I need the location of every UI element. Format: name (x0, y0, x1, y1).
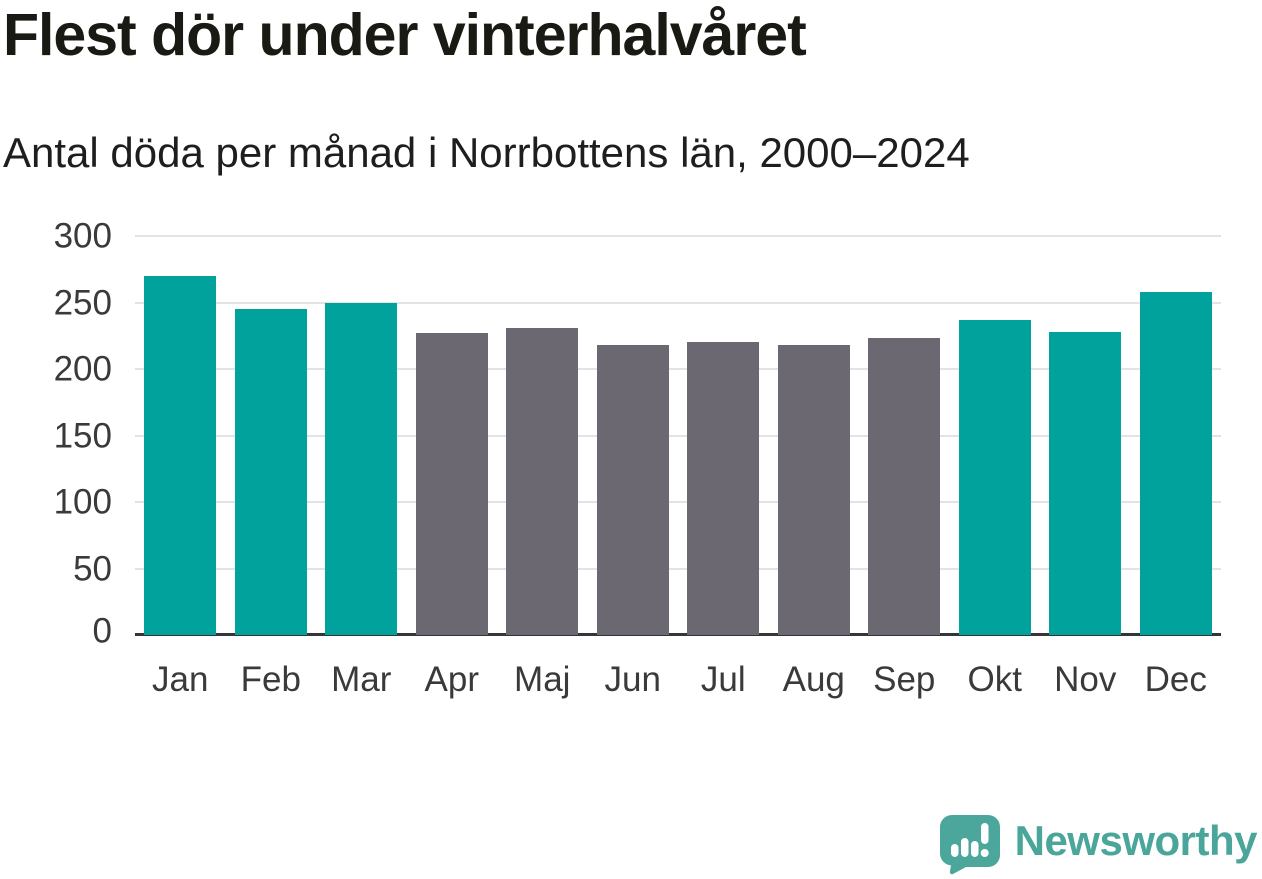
bar-nov (1049, 331, 1122, 635)
y-axis-tick-label: 100 (53, 482, 112, 522)
y-axis-tick-label: 0 (92, 611, 112, 651)
x-axis-label-jun: Jun (604, 660, 661, 699)
x-axis-label-maj: Maj (514, 660, 571, 699)
newsworthy-logo: Newsworthy (936, 813, 1258, 875)
x-axis-label-nov: Nov (1054, 660, 1117, 699)
bar-aug (777, 345, 850, 635)
x-axis-label-dec: Dec (1144, 660, 1207, 699)
y-axis-tick-label: 300 (53, 216, 112, 256)
newsworthy-logo-text: Newsworthy (1014, 817, 1258, 864)
gridline-300 (135, 235, 1221, 237)
x-axis-label-okt: Okt (967, 660, 1022, 699)
bar-jun (596, 345, 669, 635)
bar-dec (1139, 291, 1212, 635)
bar-apr (415, 333, 488, 635)
bar-jan (144, 275, 217, 635)
x-axis-label-sep: Sep (873, 660, 936, 699)
bar-mar (325, 302, 398, 635)
x-axis-line (135, 633, 1221, 636)
x-axis-label-aug: Aug (782, 660, 845, 699)
bar-jul (687, 342, 760, 635)
bar-okt (958, 319, 1031, 635)
y-axis-tick-label: 200 (53, 349, 112, 389)
x-axis-label-jul: Jul (700, 660, 746, 699)
gridline-50 (135, 567, 1221, 570)
newsworthy-logo-icon (939, 815, 1000, 875)
y-axis-tick-label: 150 (53, 416, 112, 455)
bar-feb (234, 309, 307, 635)
gridline-100 (135, 501, 1221, 503)
gridline-150 (135, 434, 1221, 437)
x-axis-label-mar: Mar (331, 660, 392, 699)
bar-maj (506, 327, 579, 635)
gridline-200 (135, 368, 1221, 370)
chart-title: Flest dör under vinterhalvåret (3, 2, 807, 68)
bar-sep (868, 338, 941, 635)
gridline-250 (135, 301, 1221, 304)
x-axis-label-jan: Jan (152, 660, 209, 699)
y-axis-tick-label: 50 (73, 549, 112, 588)
x-axis-label-apr: Apr (424, 660, 479, 699)
y-axis-tick-label: 250 (53, 283, 112, 322)
chart-subtitle: Antal döda per månad i Norrbottens län, … (3, 129, 970, 176)
x-axis-label-feb: Feb (240, 660, 301, 699)
